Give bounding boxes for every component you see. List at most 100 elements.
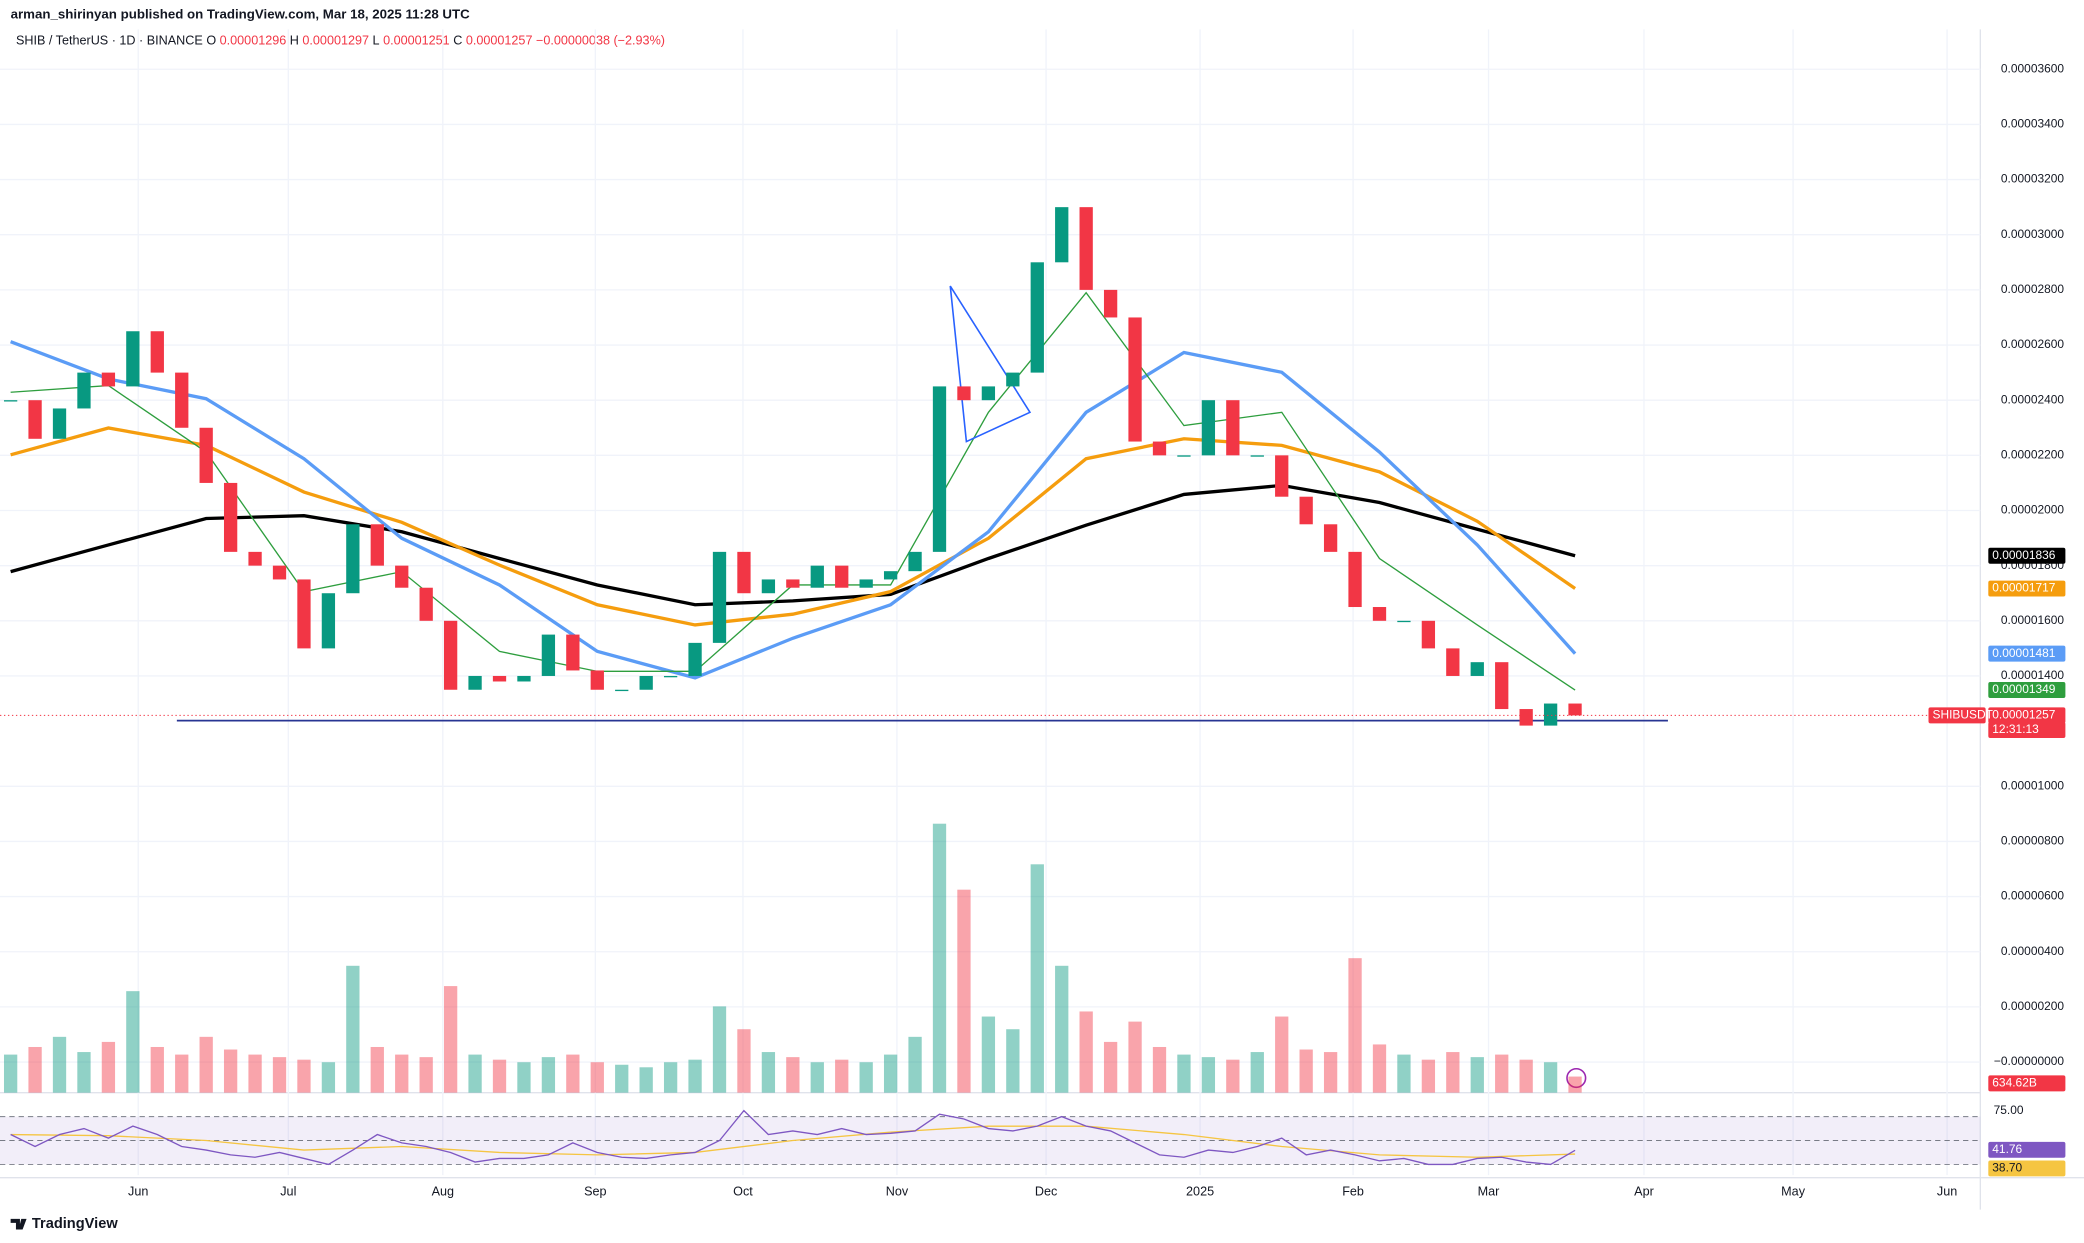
- volume-bar: [1152, 1046, 1167, 1093]
- candle: [346, 524, 360, 594]
- volume-bar: [932, 823, 947, 1093]
- volume-bar: [28, 1046, 42, 1093]
- x-tick-label: Dec: [1035, 1185, 1057, 1199]
- candle: [223, 482, 238, 552]
- volume-bar: [1495, 1054, 1509, 1093]
- candle: [1568, 703, 1582, 716]
- candle: [688, 642, 702, 676]
- y-tick-label: 0.00002600: [2001, 337, 2065, 351]
- x-tick-label: Jul: [280, 1185, 296, 1199]
- moving-average: [10, 426, 1577, 627]
- logo: [10, 1218, 27, 1230]
- candle: [1519, 709, 1533, 726]
- volume-bar: [541, 1057, 556, 1093]
- volume-bar: [712, 1006, 727, 1093]
- x-tick-label: Nov: [886, 1185, 909, 1199]
- candle: [932, 386, 947, 552]
- candle: [1421, 620, 1436, 649]
- volume-bar: [663, 1062, 678, 1093]
- price-badge: 0.00001257: [1992, 708, 2056, 722]
- x-tick-label: Sep: [584, 1185, 606, 1199]
- volume-bar: [590, 1062, 604, 1093]
- candle: [150, 331, 164, 373]
- candle: [1055, 207, 1069, 263]
- y-tick-label: 0.00002400: [2001, 392, 2065, 406]
- y-tick-label: 0.00003200: [2001, 172, 2065, 186]
- candle: [248, 551, 262, 566]
- volume-bar: [761, 1052, 776, 1093]
- volume-bar: [468, 1054, 482, 1093]
- volume-bar: [223, 1049, 238, 1093]
- candle: [52, 408, 67, 439]
- y-tick-label: 0.00000400: [2001, 944, 2065, 958]
- candle: [1103, 289, 1118, 318]
- volume-bar: [297, 1059, 311, 1093]
- y-tick-label: 0.00002200: [2001, 447, 2065, 461]
- candle: [3, 400, 18, 402]
- candle: [28, 400, 42, 439]
- volume-bar: [1348, 958, 1362, 1093]
- volume-bar: [370, 1046, 384, 1093]
- legend: SHIB / TetherUS · 1D · BINANCE O 0.00001…: [16, 34, 665, 48]
- candle: [663, 675, 678, 678]
- publisher: arman_shirinyan published on TradingView…: [11, 6, 471, 21]
- ma-badge: 0.00001349: [1992, 682, 2056, 696]
- y-tick-label: 0.00003600: [2001, 61, 2065, 75]
- volume-bar: [321, 1062, 336, 1093]
- volume-bar: [1446, 1052, 1460, 1093]
- candle: [835, 565, 849, 588]
- volume-bar: [639, 1067, 653, 1093]
- ohlc-key: L: [373, 34, 380, 48]
- y-tick-label: 0.00000800: [2001, 834, 2065, 848]
- candle: [101, 372, 116, 387]
- volume-bar: [395, 1054, 409, 1093]
- candle: [1006, 372, 1020, 387]
- candle: [590, 670, 604, 690]
- candle: [810, 565, 824, 588]
- candle: [761, 579, 776, 594]
- candle: [1128, 317, 1142, 442]
- legend-row: SHIB / TetherUS · 1D · BINANCE O 0.00001…: [16, 34, 665, 48]
- ma-badge: 0.00001836: [1992, 548, 2056, 562]
- volume-bar: [1275, 1016, 1289, 1093]
- candle: [297, 579, 311, 649]
- volume-bar: [883, 1054, 898, 1093]
- ma-badge: 0.00001717: [1992, 581, 2056, 595]
- x-tick-label: Aug: [432, 1185, 454, 1199]
- candle: [566, 634, 580, 671]
- candle: [1470, 662, 1484, 676]
- candle: [126, 331, 140, 387]
- x-tick-label: Jun: [128, 1185, 148, 1199]
- volume-bar: [810, 1062, 824, 1093]
- candle: [639, 675, 653, 690]
- volume-bar: [786, 1057, 800, 1093]
- replay-icon[interactable]: [1566, 1067, 1587, 1089]
- volume-bar: [419, 1057, 433, 1093]
- symbol-badge-bg: [1928, 707, 1986, 724]
- candle: [370, 524, 384, 566]
- volume-bar: [1421, 1059, 1436, 1093]
- volume-bar: [957, 889, 971, 1093]
- moving-average: [10, 483, 1576, 607]
- ma-badge-bg: [1988, 580, 2066, 597]
- ohlc-value: 0.00001251: [383, 34, 450, 48]
- x-tick-label: May: [1781, 1185, 1806, 1199]
- volume-bar: [615, 1064, 629, 1093]
- ma-badge-bg: [1988, 682, 2066, 699]
- volume-bar: [1250, 1052, 1264, 1093]
- y-tick-label: 0.00002000: [2001, 503, 2065, 517]
- candle: [517, 675, 531, 682]
- candle: [981, 386, 996, 401]
- candle: [419, 587, 433, 621]
- ma-badge-bg: [1988, 547, 2066, 564]
- symbol-badge: SHIBUSDT: [1932, 708, 1993, 722]
- y-tick-label: 0.00002800: [2001, 282, 2065, 296]
- volume-bar: [101, 1041, 116, 1093]
- candle: [1372, 607, 1387, 621]
- x-tick-label: Apr: [1634, 1185, 1654, 1199]
- candle: [443, 620, 458, 690]
- x-tick-label: 2025: [1186, 1185, 1214, 1199]
- candle: [1495, 662, 1509, 710]
